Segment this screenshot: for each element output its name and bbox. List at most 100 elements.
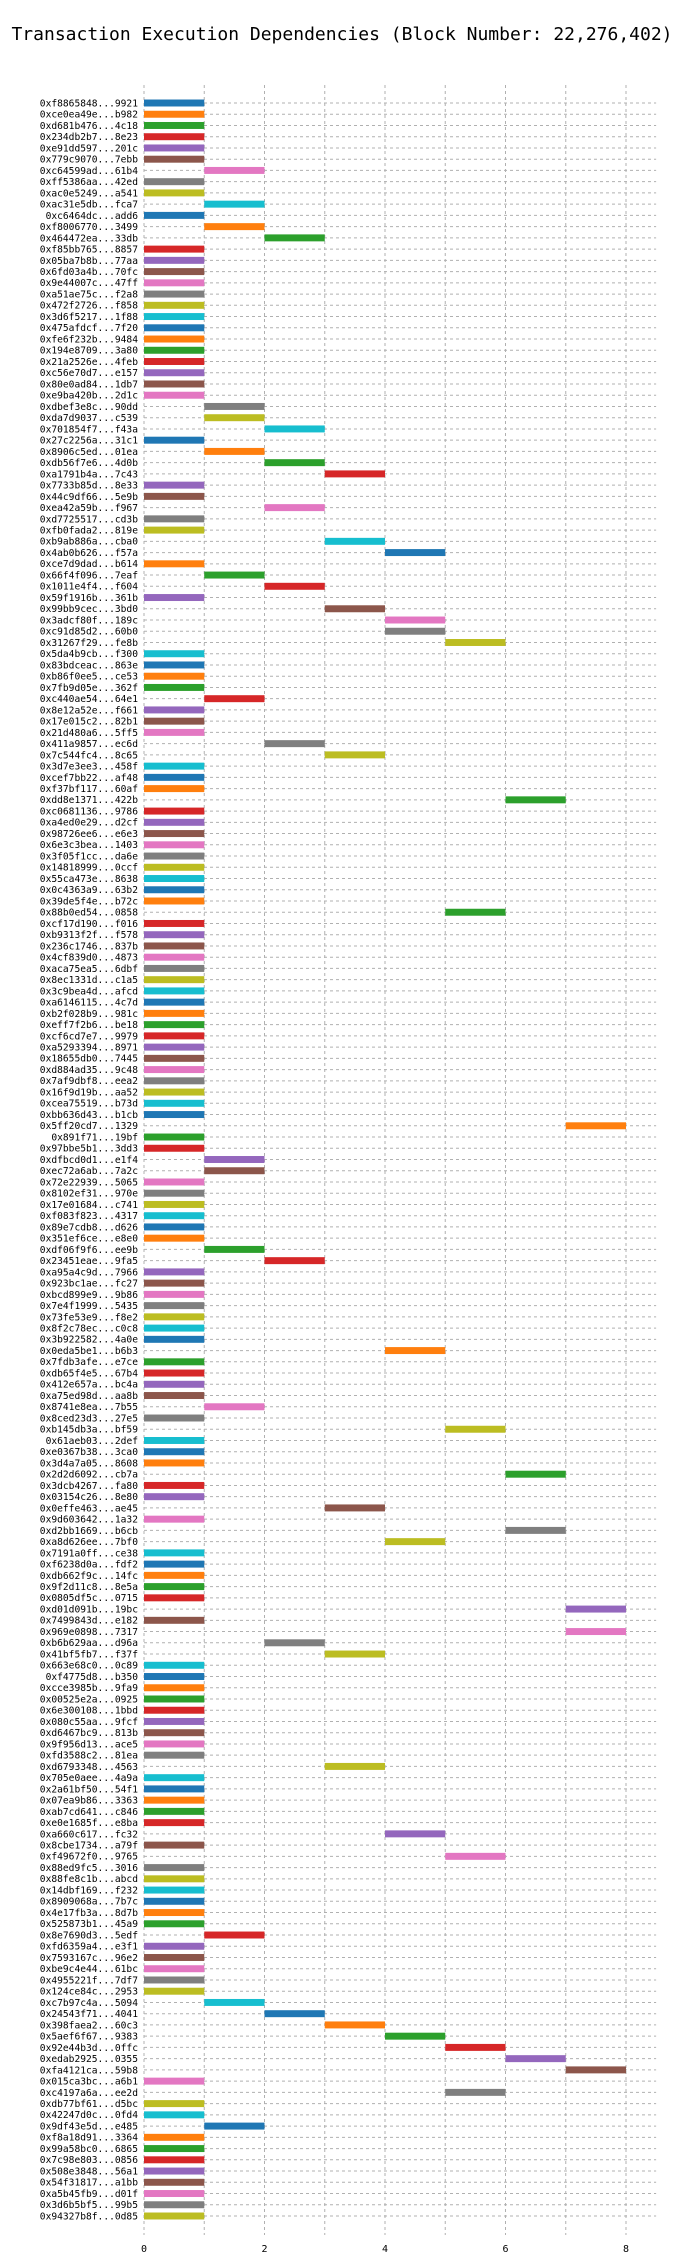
transaction-hash-label: 0x7af9dbf8...eea2 <box>40 1076 138 1087</box>
transaction-bar <box>144 1369 205 1377</box>
transaction-hash-label: 0x41bf5fb7...f37f <box>40 1649 138 1660</box>
transaction-bar <box>445 1852 506 1860</box>
transaction-hash-label: 0xd01d091b...19bc <box>40 1604 138 1615</box>
transaction-bar <box>204 402 265 410</box>
transaction-bar <box>144 1819 205 1827</box>
transaction-hash-label: 0x411a9857...ec6d <box>40 739 138 750</box>
transaction-hash-label: 0x17e01684...c741 <box>40 1200 138 1211</box>
transaction-hash-label: 0x3d7e3ee3...458f <box>40 762 138 773</box>
transaction-hash-label: 0x92e44b3d...0ffc <box>40 2043 138 2054</box>
transaction-bar <box>144 1920 205 1928</box>
transaction-hash-label: 0xf6238d0a...fdf2 <box>40 1560 138 1571</box>
transaction-hash-label: 0xb9ab886a...cba0 <box>40 537 138 548</box>
transaction-bar <box>144 1560 205 1568</box>
transaction-bar <box>144 942 205 950</box>
transaction-hash-label: 0x8906c5ed...01ea <box>40 447 138 458</box>
transaction-hash-label: 0xfb0fada2...819e <box>40 525 138 536</box>
transaction-hash-label: 0x6e300108...1bbd <box>40 1706 138 1717</box>
transaction-hash-label: 0x7593167c...96e2 <box>40 1953 138 1964</box>
y-tick-labels: 0xf8865848...99210xce0ea49e...b9820xd681… <box>40 98 138 2222</box>
transaction-bar <box>144 2167 205 2175</box>
transaction-hash-label: 0x5da4b9cb...f300 <box>40 649 138 660</box>
transaction-hash-label: 0x44c9df66...5e9b <box>40 492 138 503</box>
transaction-bar <box>144 964 205 972</box>
transaction-hash-label: 0x07ea9b86...3363 <box>40 1796 138 1807</box>
transaction-bar <box>385 627 446 635</box>
transaction-hash-label: 0x7c544fc4...8c65 <box>40 750 138 761</box>
transaction-bar <box>144 1088 205 1096</box>
transaction-bar <box>144 1886 205 1894</box>
transaction-bar <box>144 1268 205 1276</box>
transaction-hash-label: 0x42247d0c...0fd4 <box>40 2110 138 2121</box>
transaction-hash-label: 0x3c9bea4d...afcd <box>40 986 138 997</box>
transaction-hash-label: 0x8e12a52e...f661 <box>40 705 138 716</box>
transaction-bar <box>144 953 205 961</box>
transaction-hash-label: 0xd681b476...4c18 <box>40 121 138 132</box>
transaction-hash-label: 0x7fdb3afe...e7ce <box>40 1357 138 1368</box>
transaction-hash-label: 0x00525e2a...0925 <box>40 1694 138 1705</box>
transaction-bar <box>144 706 205 714</box>
transaction-hash-label: 0x3d4a7a05...8608 <box>40 1458 138 1469</box>
transaction-hash-label: 0x0805df5c...0715 <box>40 1593 138 1604</box>
transaction-hash-label: 0x194e8709...3a80 <box>40 346 138 357</box>
transaction-hash-label: 0xcf6cd7e7...9979 <box>40 1031 138 1042</box>
transaction-hash-label: 0x0c4363a9...63b2 <box>40 885 138 896</box>
transaction-bar <box>144 2190 205 2198</box>
transaction-hash-label: 0xea42a59b...f967 <box>40 503 138 514</box>
transaction-hash-label: 0x4e17fb3a...8d7b <box>40 1908 138 1919</box>
transaction-hash-label: 0xdf06f9f6...ee9b <box>40 1245 138 1256</box>
transaction-bar <box>144 121 205 129</box>
transaction-bar <box>144 110 205 118</box>
transaction-hash-label: 0x8ced23d3...27e5 <box>40 1413 138 1424</box>
transaction-bar <box>264 425 325 433</box>
transaction-hash-label: 0xac0e5249...a541 <box>40 188 138 199</box>
transaction-hash-label: 0xf85bb765...8857 <box>40 245 138 256</box>
bar-layer <box>144 99 626 2220</box>
transaction-bar <box>144 1436 205 1444</box>
transaction-bar <box>264 2010 325 2018</box>
transaction-hash-label: 0xc7b97c4a...5094 <box>40 1998 138 2009</box>
transaction-bar <box>204 1403 265 1411</box>
transaction-hash-label: 0x475afdcf...7f20 <box>40 323 138 334</box>
transaction-hash-label: 0x55ca473e...8638 <box>40 874 138 885</box>
transaction-bar <box>565 1605 626 1613</box>
transaction-hash-label: 0x03154c26...8e80 <box>40 1492 138 1503</box>
transaction-bar <box>144 2111 205 2119</box>
transaction-hash-label: 0x4955221f...7df7 <box>40 1975 138 1986</box>
transaction-hash-label: 0xab7cd641...c846 <box>40 1807 138 1818</box>
transaction-bar <box>264 1639 325 1647</box>
transaction-bar <box>144 1448 205 1456</box>
transaction-bar <box>505 796 566 804</box>
transaction-bar <box>144 178 205 186</box>
transaction-hash-label: 0xa6146115...4c7d <box>40 998 138 1009</box>
transaction-hash-label: 0x015ca3bc...a6b1 <box>40 2077 138 2088</box>
transaction-bar <box>264 582 325 590</box>
transaction-bar <box>144 1774 205 1782</box>
transaction-hash-label: 0xd884ad35...9c48 <box>40 1065 138 1076</box>
transaction-hash-label: 0x17e015c2...82b1 <box>40 717 138 728</box>
transaction-bar <box>144 436 205 444</box>
transaction-bar <box>144 1965 205 1973</box>
transaction-hash-label: 0xedab2925...0355 <box>40 2054 138 2065</box>
transaction-bar <box>144 998 205 1006</box>
transaction-hash-label: 0x3dcb4267...fa80 <box>40 1481 138 1492</box>
x-tick-label: 4 <box>382 2244 388 2255</box>
transaction-bar <box>565 1122 626 1130</box>
transaction-hash-label: 0xf49672f0...9765 <box>40 1852 138 1863</box>
transaction-bar <box>144 1392 205 1400</box>
transaction-bar <box>144 279 205 287</box>
transaction-bar <box>445 639 506 646</box>
transaction-hash-label: 0xd6793348...4563 <box>40 1762 138 1773</box>
transaction-bar <box>144 1212 205 1220</box>
transaction-bar <box>264 1257 325 1265</box>
transaction-hash-label: 0x508e3848...56a1 <box>40 2166 138 2177</box>
transaction-hash-label: 0xa95a4c9d...7966 <box>40 1267 138 1278</box>
transaction-bar <box>144 1335 205 1343</box>
transaction-bar <box>144 1279 205 1287</box>
transaction-hash-label: 0x24543f71...4041 <box>40 2009 138 2020</box>
transaction-hash-label: 0xdb662f9c...14fc <box>40 1571 138 1582</box>
transaction-hash-label: 0xfd6359a4...e3f1 <box>40 1942 138 1953</box>
transaction-hash-label: 0x351ef6ce...e8e0 <box>40 1234 138 1245</box>
transaction-bar <box>144 1909 205 1917</box>
transaction-hash-label: 0xc64599ad...61b4 <box>40 166 138 177</box>
